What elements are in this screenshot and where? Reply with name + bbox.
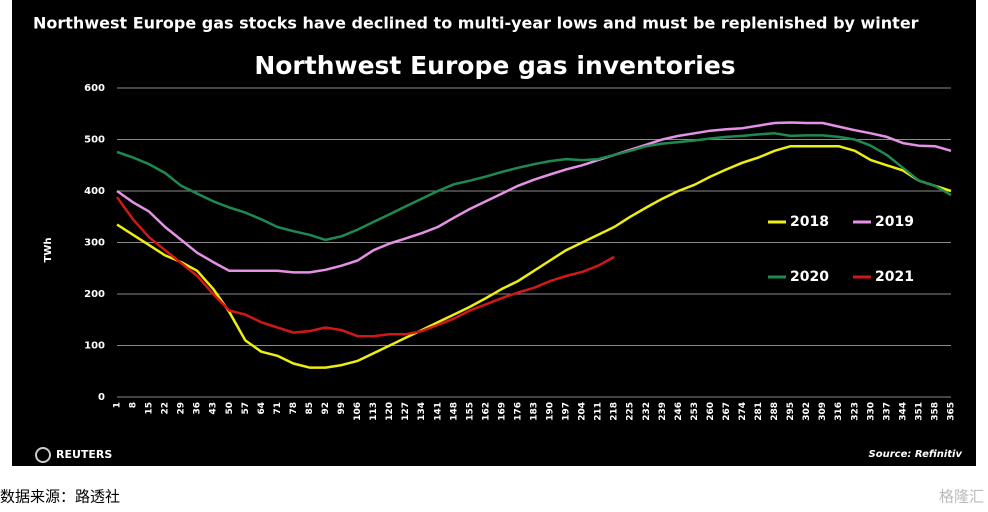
x-tick-label: 92: [321, 402, 331, 415]
x-tick-label: 29: [177, 402, 187, 415]
y-tick-label: 400: [84, 186, 105, 197]
x-tick-label: 162: [481, 402, 491, 421]
legend-label: 2021: [875, 269, 914, 285]
x-tick-label: 274: [738, 402, 748, 421]
x-tick-label: 197: [562, 402, 572, 421]
x-tick-label: 204: [578, 402, 588, 421]
x-tick-label: 155: [465, 402, 475, 421]
x-tick-label: 57: [241, 402, 251, 415]
x-tick-label: 148: [449, 402, 459, 421]
legend-label: 2018: [790, 214, 829, 230]
series-line: [115, 196, 615, 338]
x-tick-label: 22: [161, 402, 171, 415]
x-tick-label: 113: [369, 402, 379, 421]
x-tick-label: 71: [273, 402, 283, 415]
x-tick-label: 225: [626, 402, 636, 421]
x-tick-label: 169: [497, 402, 507, 421]
x-tick-label: 365: [947, 402, 957, 421]
x-tick-label: 43: [209, 402, 219, 415]
x-tick-label: 344: [898, 402, 908, 421]
y-tick-label: 0: [98, 392, 105, 403]
x-tick-label: 239: [658, 402, 668, 421]
x-tick-label: 323: [850, 402, 860, 421]
x-tick-label: 50: [225, 402, 235, 415]
y-tick-label: 600: [84, 83, 105, 94]
x-tick-label: 288: [770, 402, 780, 421]
x-tick-label: 211: [594, 402, 604, 421]
x-tick-label: 281: [754, 402, 764, 421]
x-tick-label: 176: [513, 402, 523, 421]
x-tick-label: 309: [818, 402, 828, 421]
x-tick-label: 127: [401, 402, 411, 421]
x-tick-label: 337: [882, 402, 892, 421]
x-tick-label: 253: [690, 402, 700, 421]
x-tick-label: 120: [385, 402, 395, 421]
x-tick-label: 64: [257, 402, 267, 415]
y-tick-label: 500: [84, 135, 105, 146]
x-tick-label: 78: [289, 402, 299, 415]
y-tick-label: 200: [84, 289, 105, 300]
logo: REUTERS: [56, 448, 112, 461]
x-tick-label: 316: [834, 402, 844, 421]
x-tick-label: 99: [337, 402, 347, 415]
x-tick-label: 232: [642, 402, 652, 421]
series-line: [116, 121, 952, 274]
x-tick-label: 330: [866, 402, 876, 421]
x-tick-label: 1: [113, 402, 123, 408]
x-tick-label: 85: [305, 402, 315, 415]
series-line: [116, 132, 952, 242]
x-tick-label: 260: [706, 402, 716, 421]
source: Source: Refinitiv: [869, 449, 963, 460]
watermark: 格隆汇: [939, 488, 984, 506]
x-tick-label: 36: [193, 402, 203, 415]
headline: Northwest Europe gas stocks have decline…: [33, 14, 919, 33]
y-tick-label: 100: [84, 341, 105, 352]
legend-label: 2019: [875, 214, 914, 230]
x-tick-label: 8: [129, 402, 139, 408]
y-tick-label: 300: [84, 238, 105, 249]
x-tick-label: 246: [674, 402, 684, 421]
chart-title: Northwest Europe gas inventories: [254, 51, 735, 80]
x-tick-label: 190: [546, 402, 556, 421]
x-tick-label: 134: [417, 402, 427, 421]
legend-label: 2020: [790, 269, 829, 285]
caption: 数据来源：路透社: [0, 488, 120, 506]
y-axis-label: TWh: [43, 238, 54, 263]
x-tick-label: 218: [610, 402, 620, 421]
x-tick-label: 295: [786, 402, 796, 421]
logo-icon: [35, 447, 51, 463]
x-tick-label: 141: [433, 402, 443, 421]
series-line: [116, 144, 952, 369]
x-tick-label: 183: [530, 402, 540, 421]
x-tick-label: 267: [722, 402, 732, 421]
x-tick-label: 358: [930, 402, 940, 421]
x-tick-label: 106: [353, 402, 363, 421]
x-tick-label: 302: [802, 402, 812, 421]
x-tick-label: 15: [145, 402, 155, 415]
x-tick-label: 351: [914, 402, 924, 421]
